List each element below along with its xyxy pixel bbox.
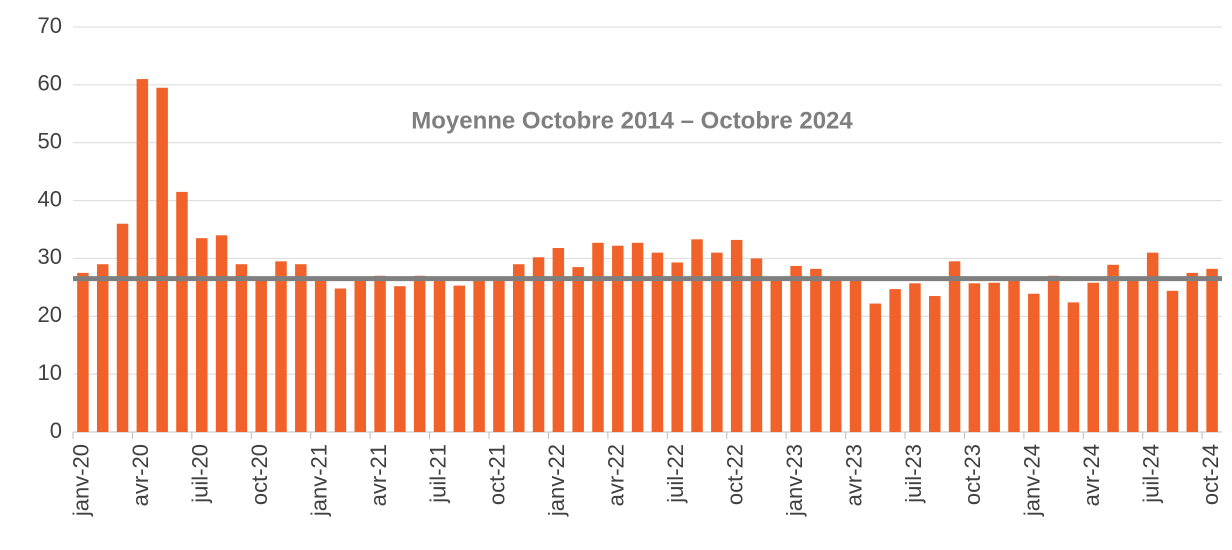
y-tick-label: 30 xyxy=(38,244,62,269)
x-tick-label: janv-23 xyxy=(782,444,807,517)
bar xyxy=(493,278,505,432)
x-tick-label: janv-22 xyxy=(544,444,569,517)
y-tick-label: 20 xyxy=(38,302,62,327)
bar xyxy=(869,303,882,432)
bar xyxy=(156,87,168,432)
x-tick-label: juil-22 xyxy=(663,444,688,504)
bar xyxy=(77,272,89,432)
bar xyxy=(334,288,347,432)
bar xyxy=(929,296,941,432)
bar xyxy=(572,267,584,432)
bar xyxy=(136,79,149,433)
x-tick-label: oct-23 xyxy=(960,444,985,505)
bar xyxy=(314,278,327,432)
x-tick-label: avr-22 xyxy=(604,444,629,506)
bar xyxy=(948,261,961,432)
bar xyxy=(295,264,307,432)
x-tick-label: oct-20 xyxy=(247,444,272,505)
bar xyxy=(968,283,981,432)
bar xyxy=(711,252,723,432)
bar xyxy=(453,285,466,432)
bar xyxy=(889,289,901,432)
x-tick-label: juil-21 xyxy=(425,444,450,504)
bar xyxy=(592,242,604,432)
bar xyxy=(770,278,783,432)
x-tick-label: janv-24 xyxy=(1020,444,1045,517)
y-tick-label: 50 xyxy=(38,129,62,154)
y-tick-label: 70 xyxy=(38,13,62,38)
bar xyxy=(433,278,446,432)
x-tick-label: oct-24 xyxy=(1198,444,1223,505)
x-tick-label: juil-24 xyxy=(1138,444,1163,504)
x-tick-label: avr-24 xyxy=(1079,444,1104,506)
bar xyxy=(790,265,802,432)
y-tick-label: 0 xyxy=(50,418,62,443)
bar xyxy=(1107,264,1119,432)
x-tick-label: janv-21 xyxy=(306,444,331,517)
bar xyxy=(374,275,386,432)
bar xyxy=(176,191,188,432)
bar xyxy=(1047,275,1060,432)
bar xyxy=(631,242,644,432)
x-tick-label: avr-20 xyxy=(128,444,153,506)
reference-label: Moyenne Octobre 2014 – Octobre 2024 xyxy=(411,107,853,134)
bar xyxy=(829,278,842,432)
bar xyxy=(1166,290,1179,432)
bar xyxy=(1186,272,1199,432)
bar xyxy=(612,245,624,432)
bar xyxy=(552,248,565,432)
bar xyxy=(1028,293,1040,432)
bar xyxy=(730,239,743,432)
bar xyxy=(1127,278,1139,432)
bar xyxy=(394,286,406,432)
bar xyxy=(1067,302,1080,432)
x-tick-label: juil-20 xyxy=(188,444,213,504)
bar xyxy=(96,264,109,432)
bar xyxy=(413,275,426,432)
bar xyxy=(750,258,763,432)
bar xyxy=(235,264,248,432)
bar xyxy=(988,282,1000,432)
bar xyxy=(849,278,862,432)
bar xyxy=(651,252,664,432)
y-tick-label: 40 xyxy=(38,186,62,211)
bar xyxy=(810,268,822,432)
bar xyxy=(1206,268,1218,432)
bar xyxy=(196,238,208,432)
x-tick-label: janv-20 xyxy=(69,444,94,517)
y-tick-label: 10 xyxy=(38,360,62,385)
x-tick-label: oct-22 xyxy=(722,444,747,505)
bar xyxy=(215,235,228,432)
x-tick-label: avr-21 xyxy=(366,444,391,506)
bar xyxy=(691,239,703,432)
bar xyxy=(1087,282,1099,432)
bar xyxy=(532,257,545,432)
bar xyxy=(671,262,683,432)
bar xyxy=(275,261,287,432)
bar xyxy=(255,278,267,432)
bar xyxy=(354,278,366,432)
x-tick-label: oct-21 xyxy=(485,444,510,505)
bar xyxy=(1146,252,1159,432)
bar xyxy=(473,278,485,432)
bar xyxy=(909,283,921,432)
x-tick-label: juil-23 xyxy=(901,444,926,504)
bar xyxy=(512,264,525,432)
bar xyxy=(116,223,129,432)
bar xyxy=(1008,278,1020,432)
y-tick-label: 60 xyxy=(38,71,62,96)
x-tick-label: avr-23 xyxy=(841,444,866,506)
